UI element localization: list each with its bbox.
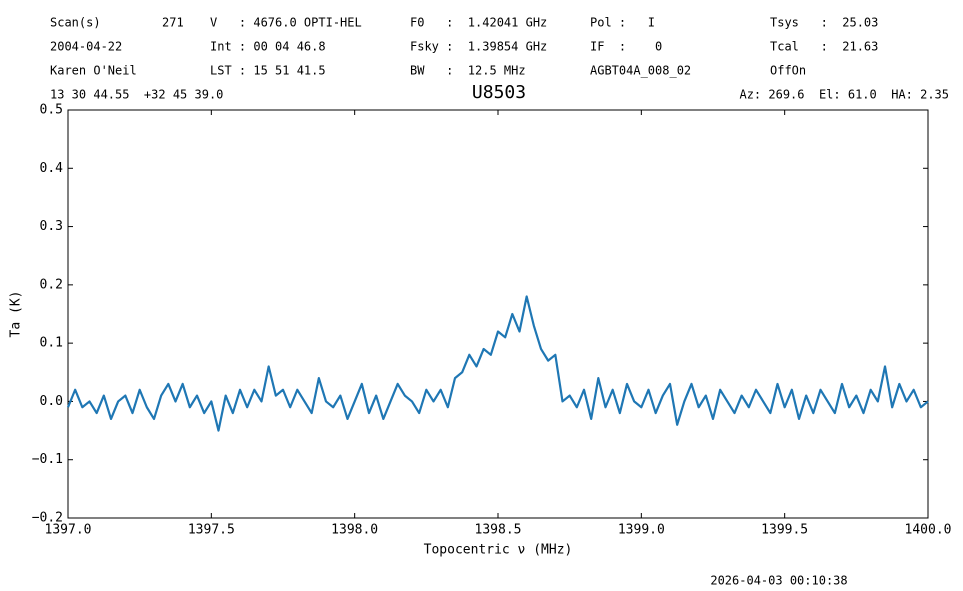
x-tick-label: 1399.5 — [761, 523, 808, 538]
y-tick-label: 0.2 — [40, 277, 63, 292]
header-text: Int : 00 04 46.8 — [210, 40, 326, 54]
header-text: Tcal : 21.63 — [770, 40, 878, 54]
header-text: AGBT04A_008_02 — [590, 64, 691, 78]
y-tick-label: 0.5 — [40, 103, 63, 118]
x-tick-label: 1398.5 — [475, 523, 522, 538]
footer-text: 2026-04-03 00:10:38 — [710, 574, 847, 588]
header-text: Az: 269.6 El: 61.0 HA: 2.35 — [739, 88, 949, 102]
x-tick-label: 1397.5 — [188, 523, 235, 538]
header-text: 2004-04-22 — [50, 40, 122, 54]
header-text: Fsky : 1.39854 GHz — [410, 40, 547, 54]
y-tick-label: 0.0 — [40, 394, 63, 409]
header-text: F0 : 1.42041 GHz — [410, 16, 547, 30]
y-tick-label: 0.1 — [40, 336, 63, 351]
plot-frame — [67, 109, 929, 519]
header-text: V : 4676.0 OPTI-HEL — [210, 16, 362, 30]
x-axis-label: Topocentric ν (MHz) — [424, 543, 573, 558]
y-tick-label: −0.2 — [32, 511, 63, 526]
header-text: Pol : I — [590, 16, 655, 30]
header-text: LST : 15 51 41.5 — [210, 64, 326, 78]
header-text: OffOn — [770, 64, 806, 78]
y-tick-label: −0.1 — [32, 452, 63, 467]
y-axis-label: Ta (K) — [9, 291, 24, 338]
header-text: IF : 0 — [590, 40, 662, 54]
x-tick-label: 1400.0 — [905, 523, 952, 538]
header-text: 271 — [162, 16, 184, 30]
header-text: Karen O'Neil — [50, 64, 137, 78]
header-text: 13 30 44.55 +32 45 39.0 — [50, 88, 223, 102]
y-tick-label: 0.4 — [40, 161, 64, 176]
header-text: BW : 12.5 MHz — [410, 64, 526, 78]
x-tick-label: 1397.0 — [45, 523, 92, 538]
chart-title: U8503 — [472, 82, 526, 103]
x-tick-label: 1398.0 — [331, 523, 378, 538]
spectrum-line — [66, 295, 929, 432]
header-text: Scan(s) — [50, 16, 101, 30]
x-tick-label: 1399.0 — [618, 523, 665, 538]
y-tick-label: 0.3 — [40, 219, 63, 234]
header-text: Tsys : 25.03 — [770, 16, 878, 30]
